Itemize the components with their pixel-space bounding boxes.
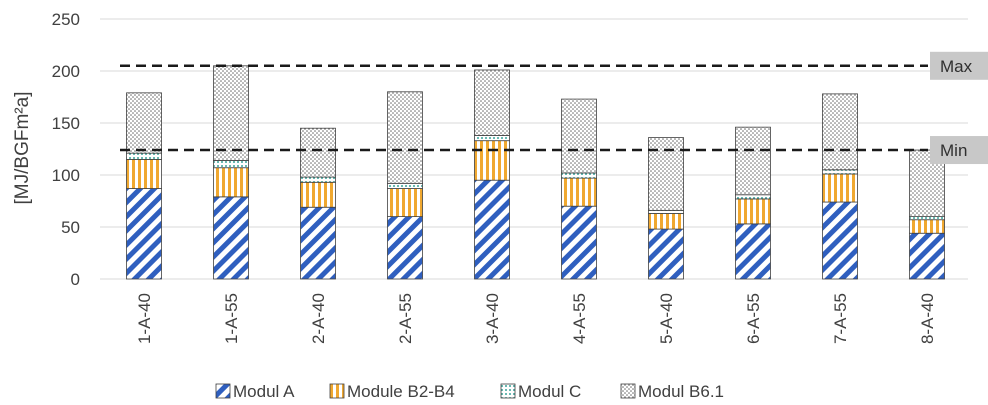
bar-segment xyxy=(387,182,423,189)
bar-segment xyxy=(300,176,336,183)
bar-stack xyxy=(300,127,336,280)
x-tick-label: 5-A-40 xyxy=(657,293,676,344)
bar-stack xyxy=(561,98,597,280)
x-tick-label: 4-A-55 xyxy=(570,293,589,344)
bar-segment xyxy=(909,216,945,221)
bar-segment xyxy=(474,140,510,181)
y-tick-label: 0 xyxy=(71,270,80,289)
reference-label: Max xyxy=(940,57,973,76)
legend-swatch xyxy=(215,383,231,399)
y-axis-ticks: 0 50 100 150 200 250 xyxy=(52,10,80,289)
y-tick-label: 50 xyxy=(61,218,80,237)
legend-item: Modul A xyxy=(215,382,295,401)
legend-swatch xyxy=(620,383,636,399)
bar-segment xyxy=(300,181,336,208)
legend-item: Module B2-B4 xyxy=(329,382,455,401)
y-axis-title: [MJ/BGFm²a] xyxy=(12,92,33,205)
x-tick-label: 2-A-55 xyxy=(396,293,415,344)
bar-segment xyxy=(561,205,597,280)
bar-segment xyxy=(648,228,684,280)
bar-segment xyxy=(735,126,771,196)
bar-stacks xyxy=(126,65,945,280)
y-tick-label: 200 xyxy=(52,62,80,81)
legend-label: Modul C xyxy=(518,382,581,401)
x-tick-label: 2-A-40 xyxy=(309,293,328,344)
bar-segment xyxy=(822,201,858,280)
bar-segment xyxy=(822,93,858,171)
x-axis-ticks: 1-A-40 1-A-55 2-A-40 2-A-55 3-A-40 4-A-55 5-A-… xyxy=(135,293,937,344)
bar-stack xyxy=(474,69,510,280)
bar-stack xyxy=(387,91,423,280)
reference-label-box xyxy=(930,51,988,80)
bar-segment xyxy=(648,137,684,211)
bar-segment xyxy=(213,160,249,169)
bar-segment xyxy=(822,173,858,203)
legend-swatch xyxy=(500,383,516,399)
bar-segment xyxy=(213,196,249,280)
y-tick-label: 100 xyxy=(52,166,80,185)
reference-lines: Max Min xyxy=(120,51,988,165)
y-tick-label: 150 xyxy=(52,114,80,133)
bar-segment xyxy=(561,98,597,174)
reference-label: Min xyxy=(940,141,967,160)
bar-segment xyxy=(387,91,423,184)
reference-label-box xyxy=(930,136,988,165)
bar-segment xyxy=(735,223,771,280)
bar-segment xyxy=(561,177,597,207)
bar-segment xyxy=(648,213,684,230)
legend-item: Modul B6.1 xyxy=(620,382,724,401)
bar-segment xyxy=(735,194,771,200)
x-tick-label: 1-A-40 xyxy=(135,293,154,344)
bar-segment xyxy=(126,158,162,189)
bar-segment xyxy=(126,188,162,280)
bar-segment xyxy=(300,127,336,178)
bar-stack xyxy=(648,137,684,280)
legend-swatch xyxy=(329,383,345,399)
legend-item: Modul C xyxy=(500,382,581,401)
bar-segment xyxy=(474,179,510,280)
bar-segment xyxy=(474,135,510,142)
bar-segment xyxy=(213,65,249,161)
bar-segment xyxy=(909,219,945,234)
x-tick-label: 1-A-55 xyxy=(222,293,241,344)
x-tick-label: 6-A-55 xyxy=(744,293,763,344)
bar-segment xyxy=(126,92,162,154)
y-tick-label: 250 xyxy=(52,10,80,29)
bar-segment xyxy=(387,216,423,280)
bar-stack xyxy=(126,92,162,280)
bar-segment xyxy=(735,198,771,225)
bar-segment xyxy=(909,232,945,280)
bar-segment xyxy=(300,206,336,280)
x-tick-label: 7-A-55 xyxy=(831,293,850,344)
bar-segment xyxy=(387,188,423,218)
bar-segment xyxy=(648,209,684,214)
bar-stack xyxy=(822,93,858,280)
bar-segment xyxy=(822,169,858,175)
bar-segment xyxy=(561,172,597,179)
bar-segment xyxy=(213,167,249,198)
bar-segment xyxy=(126,152,162,160)
legend-label: Module B2-B4 xyxy=(347,382,455,401)
bar-stack xyxy=(909,149,945,280)
x-tick-label: 8-A-40 xyxy=(918,293,937,344)
bar-stack xyxy=(213,65,249,280)
legend: Modul A Module B2-B4 Modul C Modul B6.1 xyxy=(215,382,724,401)
legend-label: Modul B6.1 xyxy=(638,382,724,401)
bar-segment xyxy=(474,69,510,136)
legend-label: Modul A xyxy=(233,382,295,401)
bar-stack xyxy=(735,126,771,280)
x-tick-label: 3-A-40 xyxy=(483,293,502,344)
